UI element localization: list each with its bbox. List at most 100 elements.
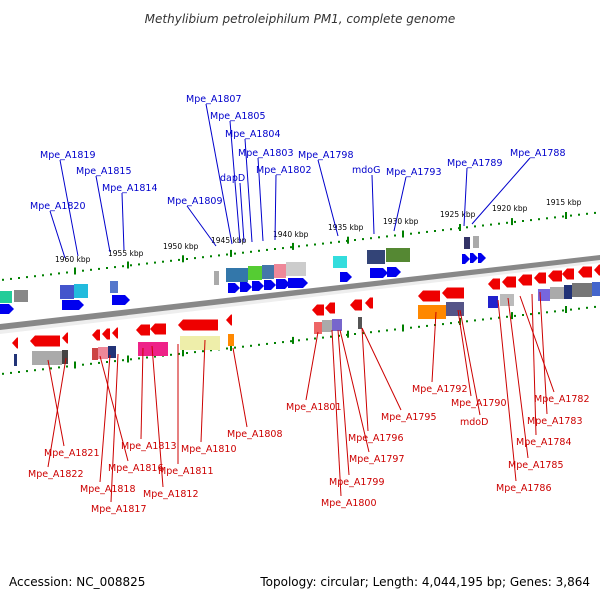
gene-label-forward: Mpe_A1807 <box>186 94 242 105</box>
forward-gene-box <box>386 248 410 262</box>
gene-label-forward: Mpe_A1820 <box>30 201 86 212</box>
reverse-scale-dot <box>538 312 540 315</box>
forward-scale-dot <box>242 251 244 254</box>
forward-scale-dot <box>378 236 380 239</box>
reverse-scale-dot <box>442 323 444 326</box>
reverse-scale-dot <box>298 339 300 342</box>
gene-label-reverse: Mpe_A1790 <box>451 398 507 409</box>
gene-label-forward: Mpe_A1802 <box>256 165 312 176</box>
gene-label-forward: mdoG <box>352 165 380 176</box>
forward-scale-dot <box>194 257 196 260</box>
reverse-scale-dot <box>354 333 356 335</box>
gene-leader-reverse <box>305 331 319 401</box>
gene-leader-reverse <box>531 293 537 436</box>
forward-scale-dot <box>106 267 108 269</box>
scale-tick <box>402 230 404 238</box>
forward-gene-arrow <box>370 268 388 278</box>
reverse-gene-arrow <box>548 270 562 282</box>
reverse-scale-dot <box>578 307 580 310</box>
gene-leader-reverse <box>200 339 206 443</box>
reverse-scale-dot <box>90 362 92 365</box>
reverse-gene-box <box>418 305 446 319</box>
map-title: Methylibium petroleiphilum PM1, complete… <box>145 12 456 26</box>
gene-leader-forward <box>186 205 217 247</box>
gene-leader-reverse <box>431 311 437 383</box>
gene-leader-forward <box>95 175 111 253</box>
reverse-scale-dot <box>18 371 20 373</box>
genome-backbone <box>0 255 600 334</box>
forward-scale-dot <box>410 232 412 235</box>
reverse-gene-box <box>228 334 234 346</box>
forward-scale-dot <box>386 235 388 238</box>
reverse-gene-arrow <box>92 329 100 341</box>
scale-label: 1925 kbp <box>440 210 476 219</box>
reverse-gene-box <box>14 354 17 366</box>
gene-leader-reverse <box>110 353 119 503</box>
reverse-gene-arrow <box>365 297 373 309</box>
gene-leader-reverse <box>361 327 402 411</box>
reverse-gene-arrow <box>534 272 546 284</box>
forward-gene-arrow <box>387 267 401 277</box>
gene-leader-forward <box>205 103 233 245</box>
forward-gene-arrow <box>478 253 486 263</box>
forward-scale-dot <box>34 275 36 278</box>
reverse-gene-arrow <box>578 266 592 278</box>
genome-summary: Topology: circular; Length: 4,044,195 bp… <box>259 575 590 589</box>
gene-label-forward: Mpe_A1793 <box>386 167 442 178</box>
forward-scale-dot <box>2 278 4 281</box>
forward-scale-dot <box>482 224 484 227</box>
reverse-scale-dot <box>10 371 12 374</box>
forward-scale-dot <box>210 255 212 258</box>
reverse-gene-arrow <box>502 276 516 288</box>
scale-tick <box>127 261 129 269</box>
forward-gene-arrow <box>462 254 470 264</box>
forward-scale-dot <box>282 247 284 250</box>
gene-leader-reverse <box>339 329 370 453</box>
gene-label-reverse: Mpe_A1812 <box>143 489 199 500</box>
reverse-gene-arrow <box>325 302 335 314</box>
forward-gene-arrow <box>112 295 130 305</box>
gene-label-reverse: Mpe_A1783 <box>527 416 583 427</box>
gene-leader-reverse <box>497 299 517 482</box>
forward-scale-dot <box>506 221 508 224</box>
reverse-gene-arrow <box>594 264 600 276</box>
forward-gene-box <box>60 285 74 299</box>
forward-scale-dot <box>314 243 316 246</box>
gene-label-forward: Mpe_A1814 <box>102 183 158 194</box>
reverse-gene-arrow <box>562 268 574 280</box>
forward-scale-dot <box>170 259 172 262</box>
forward-scale-dot <box>50 273 52 276</box>
forward-gene-box <box>286 262 306 276</box>
forward-scale-dot <box>274 248 276 250</box>
forward-scale-dot <box>290 246 292 249</box>
reverse-scale-dot <box>330 335 332 338</box>
reverse-gene-arrow <box>150 323 166 335</box>
scale-tick <box>347 330 349 338</box>
reverse-scale-dot <box>378 330 380 333</box>
forward-gene-box <box>226 268 248 282</box>
forward-scale-dot <box>418 231 420 234</box>
forward-scale-dot <box>522 220 524 222</box>
reverse-scale-dot <box>338 334 340 337</box>
reverse-scale-dot <box>114 360 116 363</box>
scale-tick <box>511 312 513 320</box>
reverse-gene-box <box>32 351 62 365</box>
reverse-gene-arrow <box>488 278 500 290</box>
reverse-scale-dot <box>210 349 212 352</box>
forward-scale-dot <box>578 213 580 216</box>
forward-scale-dot <box>138 263 140 266</box>
reverse-scale-dot <box>122 359 124 362</box>
gene-label-forward: Mpe_A1819 <box>40 150 96 161</box>
gene-leader-forward <box>244 138 253 243</box>
scale-label: 1945 kbp <box>211 236 247 245</box>
reverse-scale-dot <box>186 352 188 354</box>
forward-scale-dot <box>82 269 84 272</box>
reverse-gene-arrow <box>112 327 118 339</box>
forward-scale-dot <box>26 276 28 279</box>
reverse-gene-arrow <box>312 304 324 316</box>
gene-leader-forward <box>257 157 264 242</box>
scale-label: 1960 kbp <box>55 255 91 264</box>
reverse-scale-dot <box>370 331 372 334</box>
gene-leader-reverse <box>140 347 144 440</box>
